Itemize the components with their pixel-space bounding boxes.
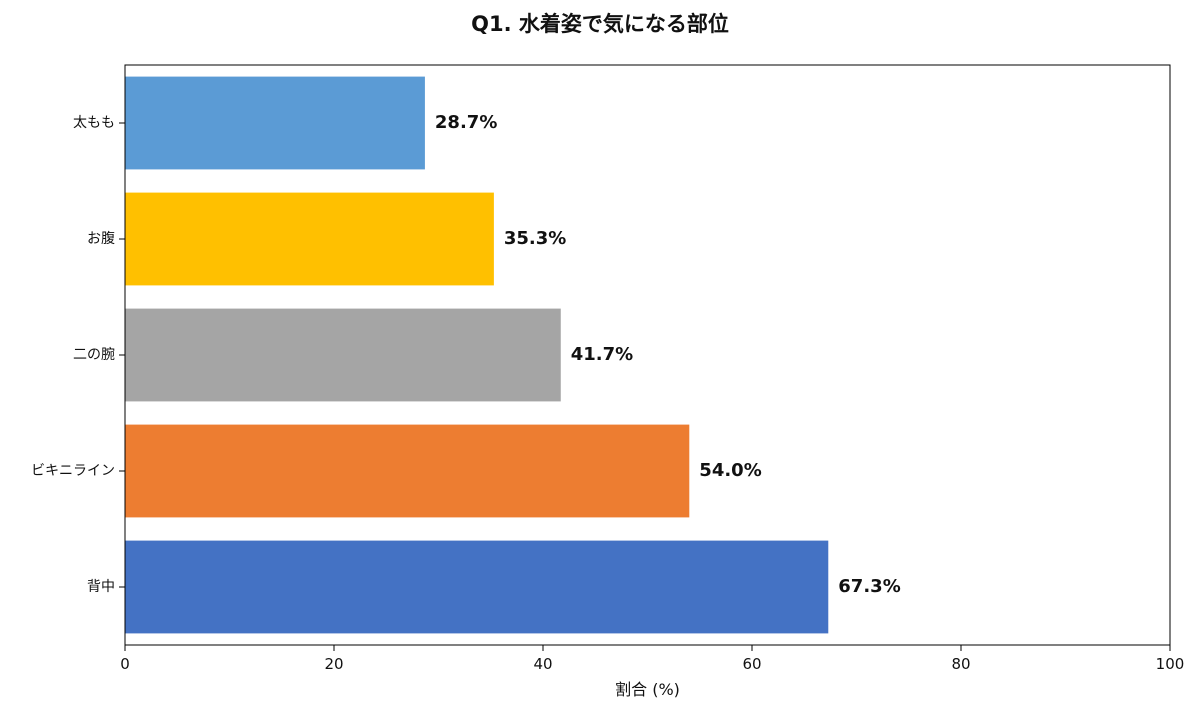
chart-title: Q1. 水着姿で気になる部位 <box>471 12 729 36</box>
bar <box>125 540 829 634</box>
data-label: 54.0% <box>699 460 761 481</box>
x-tick-label: 0 <box>120 655 130 673</box>
data-label: 35.3% <box>504 228 566 249</box>
category-label: 背中 <box>87 579 115 595</box>
category-label: 二の腕 <box>73 347 115 363</box>
category-label: お腹 <box>87 230 115 247</box>
x-tick-label: 100 <box>1156 655 1185 673</box>
category-label: ビキニライン <box>31 463 115 479</box>
bar <box>125 308 561 402</box>
data-label: 67.3% <box>838 576 900 597</box>
category-label: 太もも <box>73 115 115 131</box>
x-tick-label: 20 <box>324 655 343 673</box>
x-tick-label: 40 <box>533 655 552 673</box>
data-label: 41.7% <box>571 344 633 365</box>
bar <box>125 76 425 170</box>
data-label: 28.7% <box>435 112 497 133</box>
x-axis-title: 割合 (%) <box>615 680 680 699</box>
plot-frame <box>124 64 1171 646</box>
x-tick-label: 80 <box>951 655 970 673</box>
bar <box>125 192 494 286</box>
x-tick-label: 60 <box>742 655 761 673</box>
bar <box>125 424 690 518</box>
